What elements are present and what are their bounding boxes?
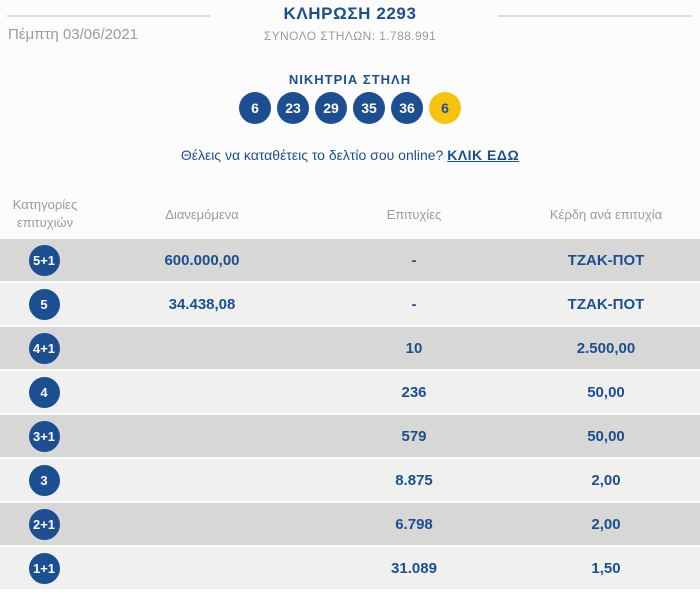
prize-value: 50,00: [587, 427, 625, 445]
category-badge: 4: [28, 376, 60, 408]
online-prompt: Θέλεις να καταθέτεις το δελτίο σου onlin…: [0, 147, 700, 163]
table-row: 5 34.438,08 - ΤΖΑΚ-ΠΟΤ: [0, 283, 700, 325]
table-row: 3+1 579 50,00: [0, 415, 700, 457]
prize-value: 2,00: [591, 471, 621, 489]
winning-number: 6: [239, 92, 271, 124]
prize-value: ΤΖΑΚ-ΠΟΤ: [567, 251, 645, 269]
table-row: 1+1 31.089 1,50: [0, 547, 700, 589]
table-header-distributed: Διανεμόμενα: [165, 206, 239, 222]
table-header-category: Κατηγορίες επιτυχιών: [12, 197, 78, 230]
prize-value: 1,50: [591, 559, 621, 577]
winning-number: 23: [277, 92, 309, 124]
draw-date: Πέμπτη 03/06/2021: [8, 26, 139, 43]
winning-number: 36: [391, 92, 423, 124]
prize-value: 2,00: [591, 515, 621, 533]
prize-value: ΤΖΑΚ-ΠΟΤ: [567, 295, 645, 313]
winners-value: -: [411, 295, 417, 313]
table-header-row: Κατηγορίες επιτυχιών Διανεμόμενα Επιτυχί…: [0, 189, 700, 239]
winners-value: 10: [405, 339, 423, 357]
click-here-link[interactable]: ΚΛΙΚ ΕΔΩ: [447, 147, 520, 163]
results-table: Κατηγορίες επιτυχιών Διανεμόμενα Επιτυχί…: [0, 189, 700, 589]
distributed-value: 34.438,08: [168, 295, 236, 313]
category-badge: 5+1: [28, 244, 60, 276]
draw-header: ΚΛΗΡΩΣΗ 2293 Πέμπτη 03/06/2021 ΣΥΝΟΛΟ ΣΤ…: [0, 0, 700, 55]
category-badge: 1+1: [28, 552, 60, 584]
table-header-prize: Κέρδη ανά επιτυχία: [549, 206, 663, 222]
category-badge: 3: [28, 464, 60, 496]
draw-title: ΚΛΗΡΩΣΗ 2293: [283, 4, 417, 23]
winning-numbers-row: 6 23 29 35 36 6: [0, 92, 700, 124]
winners-value: 236: [401, 383, 427, 401]
table-row: 5+1 600.000,00 - ΤΖΑΚ-ΠΟΤ: [0, 239, 700, 281]
category-badge: 3+1: [28, 420, 60, 452]
total-columns: ΣΥΝΟΛΟ ΣΤΗΛΩΝ: 1.788.991: [263, 29, 437, 43]
table-row: 2+1 6.798 2,00: [0, 503, 700, 545]
category-badge: 2+1: [28, 508, 60, 540]
prize-value: 50,00: [587, 383, 625, 401]
winners-value: 8.875: [395, 471, 433, 489]
online-question: Θέλεις να καταθέτεις το δελτίο σου onlin…: [180, 147, 444, 163]
winners-value: 6.798: [395, 515, 433, 533]
category-badge: 5: [28, 288, 60, 320]
winning-column-title: ΝΙΚΗΤΡΙΑ ΣΤΗΛΗ: [288, 72, 412, 87]
table-row: 4+1 10 2.500,00: [0, 327, 700, 369]
prize-value: 2.500,00: [576, 339, 636, 357]
winners-value: 31.089: [391, 559, 437, 577]
table-row: 3 8.875 2,00: [0, 459, 700, 501]
table-row: 4 236 50,00: [0, 371, 700, 413]
joker-number: 6: [429, 92, 461, 124]
winners-value: 579: [401, 427, 427, 445]
winning-number: 35: [353, 92, 385, 124]
table-header-winners: Επιτυχίες: [386, 206, 442, 222]
winning-number: 29: [315, 92, 347, 124]
category-badge: 4+1: [28, 332, 60, 364]
divider-line-right: [498, 15, 692, 17]
distributed-value: 600.000,00: [164, 251, 240, 269]
divider-line-left: [7, 15, 210, 17]
winners-value: -: [411, 251, 417, 269]
